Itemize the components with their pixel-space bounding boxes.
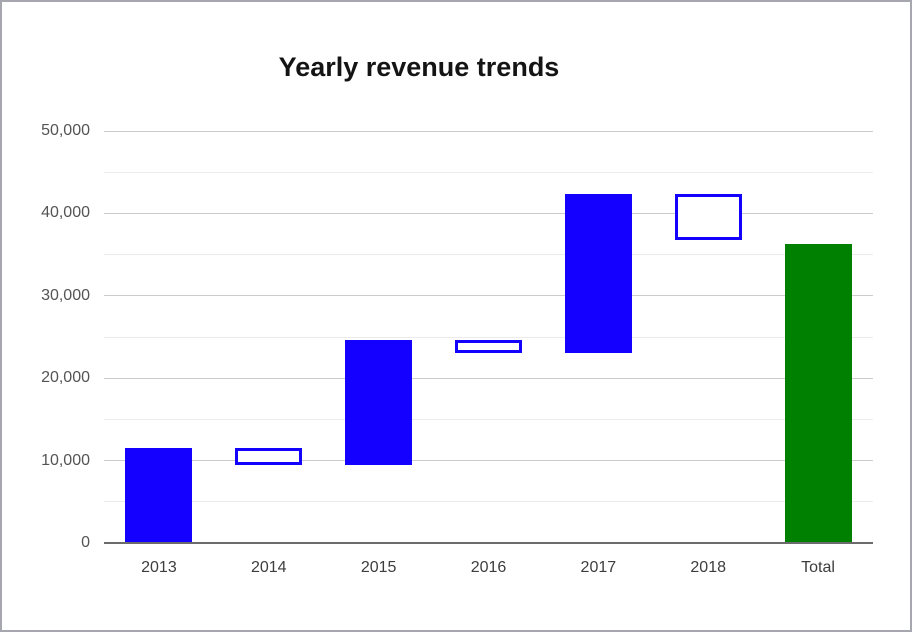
- major-gridline: [104, 460, 873, 462]
- y-axis-tick-label: 0: [81, 534, 90, 551]
- major-gridline: [104, 212, 873, 214]
- y-axis-tick-label: 10,000: [41, 451, 90, 469]
- waterfall-bar-2017[interactable]: [564, 194, 632, 354]
- waterfall-bar-2014[interactable]: [235, 448, 303, 465]
- major-gridline: [104, 130, 873, 132]
- waterfall-bar-2013[interactable]: [125, 448, 193, 543]
- waterfall-bar-total[interactable]: [784, 243, 852, 543]
- minor-gridline: [104, 501, 873, 503]
- minor-gridline: [104, 171, 873, 173]
- waterfall-bar-2016[interactable]: [455, 340, 522, 354]
- x-axis-category-label: 2017: [580, 559, 617, 576]
- y-axis-tick-label: 20,000: [41, 369, 90, 387]
- minor-gridline: [104, 336, 873, 338]
- y-axis-tick-label: 50,000: [41, 122, 90, 139]
- y-axis-tick-label: 30,000: [41, 286, 90, 304]
- x-axis-category-label: Total: [801, 559, 835, 576]
- chart-title: Yearly revenue trends: [278, 52, 560, 83]
- x-axis-baseline: [104, 542, 873, 544]
- x-axis-category-label: 2015: [360, 559, 397, 576]
- minor-gridline: [104, 254, 873, 256]
- x-axis-category-label: 2014: [250, 559, 287, 576]
- major-gridline: [104, 295, 873, 297]
- x-axis-category-label: 2016: [470, 559, 507, 576]
- x-axis-category-label: 2018: [690, 559, 726, 576]
- minor-gridline: [104, 418, 873, 420]
- waterfall-bar-2018[interactable]: [674, 194, 742, 240]
- major-gridline: [104, 377, 873, 379]
- y-axis-tick-label: 40,000: [41, 204, 90, 222]
- x-axis-category-label: 2013: [141, 559, 177, 576]
- waterfall-bar-2015[interactable]: [345, 340, 413, 465]
